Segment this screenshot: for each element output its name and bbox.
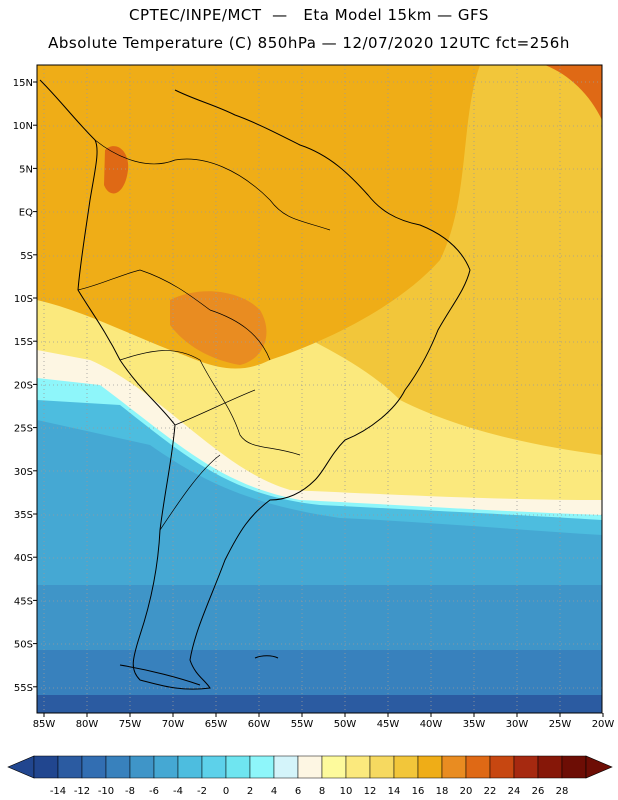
colorbar-tick-label: 24: [508, 786, 521, 797]
colorbar-tick-label: -2: [197, 786, 207, 797]
colorbar-cell: [537, 755, 563, 779]
color-scale-bar: -14 -12 -10 -8 -6 -4 -2 0 2 4 6 8 10 12 14 16 18 20 22 24 26…: [7, 755, 613, 797]
colorbar-cell: [81, 755, 107, 779]
temperature-field: [37, 65, 602, 713]
colorbar-cell: [249, 755, 275, 779]
colorbar-tick-label: 10: [340, 786, 353, 797]
colorbar-cell: [225, 755, 251, 779]
lon-label-85w: 85W: [33, 719, 56, 730]
map-frame: [36, 64, 603, 714]
lon-label-35w: 35W: [463, 719, 486, 730]
lat-label-15n: 15N: [13, 78, 33, 89]
colorbar-tick-label: 26: [532, 786, 545, 797]
chart-title-line-2: Absolute Temperature (C) 850hPa — 12/07/…: [48, 34, 570, 52]
lat-label-15s: 15S: [14, 337, 33, 348]
colorbar-low-arrow: [7, 755, 35, 779]
colorbar-cell: [345, 755, 371, 779]
colorbar-cell: [153, 755, 179, 779]
lon-label-55w: 55W: [291, 719, 314, 730]
colorbar-cell: [177, 755, 203, 779]
lon-label-60w: 60W: [248, 719, 271, 730]
colorbar-tick-label: 14: [388, 786, 401, 797]
colorbar-tick-label: -14: [50, 786, 66, 797]
lat-label-45s: 45S: [14, 596, 33, 607]
colorbar-tick-label: -8: [125, 786, 135, 797]
colorbar-cell: [369, 755, 395, 779]
lat-label-30s: 30S: [14, 467, 33, 478]
colorbar-cell: [33, 755, 59, 779]
lon-label-40w: 40W: [420, 719, 443, 730]
colorbar-cell: [513, 755, 539, 779]
lon-label-80w: 80W: [76, 719, 99, 730]
lat-label-55s: 55S: [14, 683, 33, 694]
colorbar-tick-label: -10: [98, 786, 114, 797]
colorbar-tick-label: -4: [173, 786, 183, 797]
colorbar-cell: [201, 755, 227, 779]
coastline: [39, 79, 471, 690]
colorbar-tick-label: -12: [74, 786, 90, 797]
lat-label-40s: 40S: [14, 553, 33, 564]
lat-label-10s: 10S: [14, 294, 33, 305]
colorbar-tick-label: 0: [223, 786, 229, 797]
lon-label-50w: 50W: [334, 719, 357, 730]
colorbar-high-arrow: [585, 755, 613, 779]
lon-label-20w: 20W: [592, 719, 615, 730]
colorbar-tick-label: -6: [149, 786, 159, 797]
lat-label-5n: 5N: [19, 164, 33, 175]
lat-label-50s: 50S: [14, 640, 33, 651]
colorbar-cell: [561, 755, 587, 779]
lat-label-20s: 20S: [14, 380, 33, 391]
lon-label-25w: 25W: [549, 719, 572, 730]
colorbar-tick-label: 18: [436, 786, 449, 797]
colorbar-tick-label: 4: [271, 786, 277, 797]
colorbar-tick-label: 16: [412, 786, 425, 797]
colorbar-cell: [57, 755, 83, 779]
colorbar-tick-label: 2: [247, 786, 253, 797]
colorbar-cell: [129, 755, 155, 779]
latitude-labels: 15N 10N 5N EQ 5S 10S 15S 20S 25S 30S 35S 40S 45S 50S 5…: [13, 78, 37, 694]
colorbar-cell: [417, 755, 443, 779]
lat-label-35s: 35S: [14, 510, 33, 521]
lat-label-25s: 25S: [14, 424, 33, 435]
lon-label-45w: 45W: [377, 719, 400, 730]
chart-title-line-1: CPTEC/INPE/MCT — Eta Model 15km — GFS: [129, 6, 489, 24]
colorbar-tick-label: 12: [364, 786, 377, 797]
grid-lines: [37, 65, 602, 713]
temperature-map: 15N 10N 5N EQ 5S 10S 15S 20S 25S 30S 35S 40S 45S 50S 5…: [13, 64, 615, 730]
colorbar-tick-label: 20: [460, 786, 473, 797]
lon-label-65w: 65W: [205, 719, 228, 730]
colorbar-cell: [393, 755, 419, 779]
colorbar-tick-label: 6: [295, 786, 301, 797]
lon-label-70w: 70W: [162, 719, 185, 730]
colorbar-cell: [297, 755, 323, 779]
colorbar-cell: [465, 755, 491, 779]
country-borders: [77, 139, 331, 531]
colorbar-cell: [273, 755, 299, 779]
lat-label-10n: 10N: [13, 121, 33, 132]
lat-label-eq: EQ: [19, 208, 33, 219]
lon-label-30w: 30W: [506, 719, 529, 730]
colorbar-tick-label: 8: [319, 786, 325, 797]
colorbar-cell: [489, 755, 515, 779]
colorbar-tick-label: 22: [484, 786, 497, 797]
colorbar-cell: [105, 755, 131, 779]
lon-label-75w: 75W: [119, 719, 142, 730]
lat-label-5s: 5S: [20, 251, 33, 262]
colorbar-tick-label: 28: [556, 786, 569, 797]
colorbar-cell: [441, 755, 467, 779]
colorbar-cell: [321, 755, 347, 779]
longitude-labels: 85W 80W 75W 70W 65W 60W 55W 50W 45W 40W 35W 30W 25W 2…: [33, 713, 615, 730]
